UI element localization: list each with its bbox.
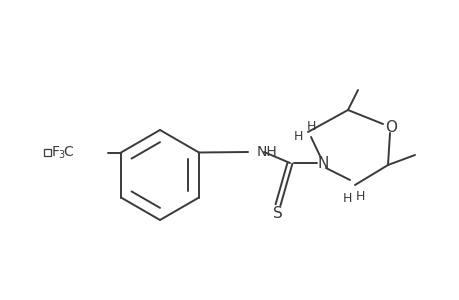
Text: NH: NH (257, 145, 277, 159)
Text: H: H (293, 130, 302, 143)
Bar (44, 149, 51, 156)
Text: N: N (317, 155, 328, 170)
Text: S: S (273, 206, 282, 220)
Text: C: C (63, 146, 73, 160)
Text: F: F (52, 146, 60, 160)
Text: H: H (354, 190, 364, 203)
Text: 3: 3 (58, 149, 64, 160)
Text: H: H (306, 119, 315, 133)
Text: O: O (384, 121, 396, 136)
Text: H: H (341, 193, 351, 206)
